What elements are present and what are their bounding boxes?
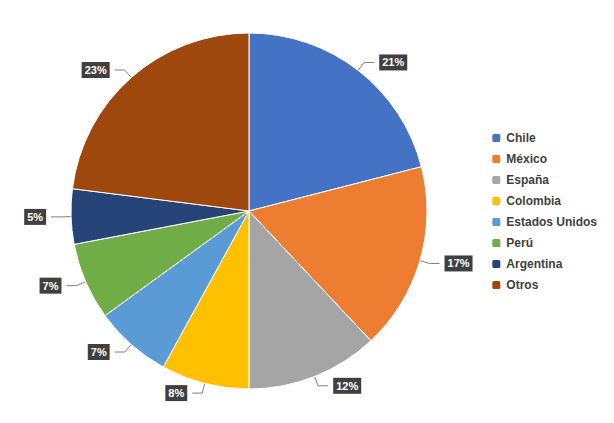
svg-text:23%: 23% [85,64,107,76]
svg-text:8%: 8% [168,387,184,399]
svg-text:5%: 5% [27,211,43,223]
svg-text:Estados Unidos: Estados Unidos [506,215,597,229]
svg-text:México: México [506,152,547,166]
svg-text:España: España [506,173,549,187]
svg-text:Argentina: Argentina [506,257,562,271]
svg-text:Otros: Otros [506,278,538,292]
svg-text:Chile: Chile [506,131,536,145]
svg-text:Perú: Perú [506,236,533,250]
svg-text:12%: 12% [336,380,358,392]
svg-text:7%: 7% [91,346,107,358]
svg-text:Colombia: Colombia [506,194,561,208]
svg-text:17%: 17% [448,257,470,269]
svg-text:7%: 7% [43,280,59,292]
svg-text:21%: 21% [382,56,404,68]
